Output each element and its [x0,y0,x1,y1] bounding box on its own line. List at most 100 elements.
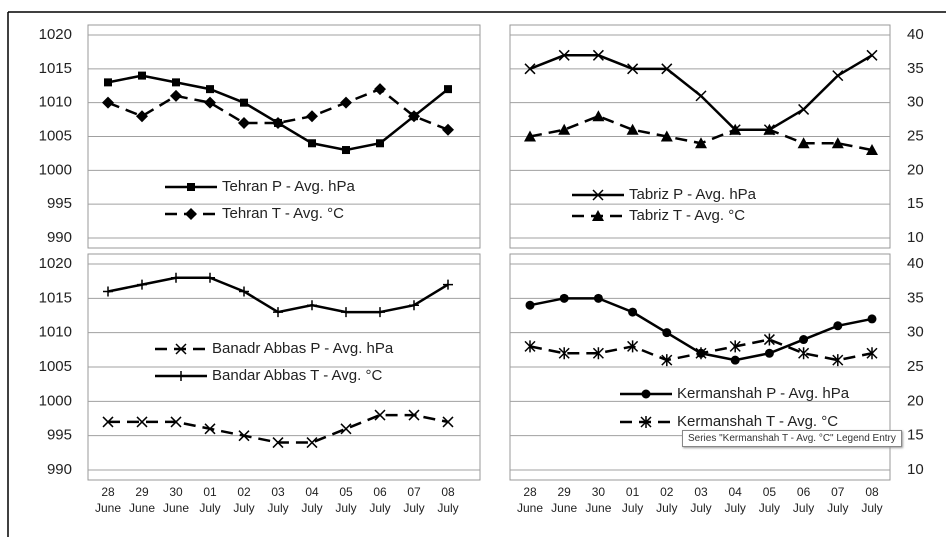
x-tick-label: 29 June [551,485,578,515]
marker [306,110,318,123]
marker [640,416,652,428]
y2-tick-label: 35 [907,60,924,77]
legend-label: Bandar Abbas T - Avg. °C [212,367,382,384]
series-line [529,54,873,131]
marker [832,70,844,82]
y2-tick-label: 30 [907,324,924,341]
marker [136,110,148,123]
tooltip: Series "Kermanshah T - Avg. °C" Legend E… [682,430,902,447]
series-line [107,74,449,152]
marker [170,416,182,428]
marker [558,123,571,135]
y2-tick-label: 30 [907,94,924,111]
y2-tick-label: 20 [907,161,924,178]
marker [626,123,639,135]
marker [137,279,147,290]
marker [558,347,570,360]
marker [592,189,604,201]
marker [308,139,316,148]
x-tick-label: 30 June [585,485,612,515]
marker [559,293,569,303]
marker [593,293,603,303]
marker [238,116,250,129]
x-tick-label: 07 July [403,485,425,515]
marker [444,85,452,94]
y-tick-label: 1020 [39,26,72,43]
marker [340,96,352,109]
y2-tick-label: 40 [907,255,924,272]
x-tick-label: 04 July [724,485,746,515]
marker [524,340,536,353]
marker [408,409,420,421]
legend-label: Kermanshah T - Avg. °C [677,413,838,430]
y2-tick-label: 20 [907,392,924,409]
x-tick-label: 06 July [369,485,391,515]
marker [102,96,114,109]
x-tick-label: 07 July [827,485,849,515]
marker [170,89,182,102]
x-tick-label: 02 July [233,485,255,515]
marker [524,63,536,75]
marker [831,137,844,149]
marker [628,307,638,317]
y-tick-label: 1000 [39,392,72,409]
marker [273,307,283,318]
marker [763,123,776,135]
x-tick-label: 08 July [861,485,883,515]
marker [832,354,844,367]
y-tick-label: 1010 [39,324,72,341]
marker [695,137,707,149]
x-tick-label: 01 July [621,485,644,515]
x-tick-label: 05 July [335,485,357,515]
legend-label: Tehran T - Avg. °C [222,205,344,222]
marker [187,183,195,191]
y-tick-label: 995 [47,195,72,212]
marker [103,286,113,297]
x-tick-label: 03 July [267,485,289,515]
marker [592,210,604,221]
legend-label: Tehran P - Avg. hPa [222,178,356,195]
marker [172,78,180,87]
marker [204,96,216,109]
y-tick-label: 1020 [39,255,72,272]
marker [374,409,386,421]
series-line [108,413,449,444]
legend-label: Banadr Abbas P - Avg. hPa [212,340,394,357]
y2-tick-label: 15 [907,195,924,212]
marker [763,333,775,346]
y-tick-label: 995 [47,427,72,444]
marker [525,300,535,310]
y-tick-label: 1005 [39,358,72,375]
x-tick-label: 01 July [199,485,221,515]
x-tick-label: 03 July [690,485,712,515]
legend-label: Tabriz P - Avg. hPa [629,186,757,203]
y-tick-label: 990 [47,461,72,478]
marker [136,416,148,428]
marker [695,90,707,102]
marker [867,314,877,324]
marker [409,300,419,311]
marker [204,423,216,435]
marker [306,437,318,449]
marker [342,146,350,155]
marker [443,279,453,290]
marker [374,83,386,96]
marker [797,137,810,149]
x-tick-label: 28 June [94,485,122,515]
marker [175,343,187,355]
marker [764,348,774,358]
marker [102,416,114,428]
marker [176,371,186,381]
marker [240,98,248,107]
y-tick-label: 1015 [39,60,72,77]
marker [641,389,651,399]
y-tick-label: 990 [47,229,72,246]
marker [729,340,741,353]
marker [138,71,146,80]
marker [272,437,284,449]
marker [592,347,604,360]
marker [592,49,604,61]
marker [558,49,570,61]
x-tick-label: 04 July [301,485,323,515]
marker [376,139,384,148]
